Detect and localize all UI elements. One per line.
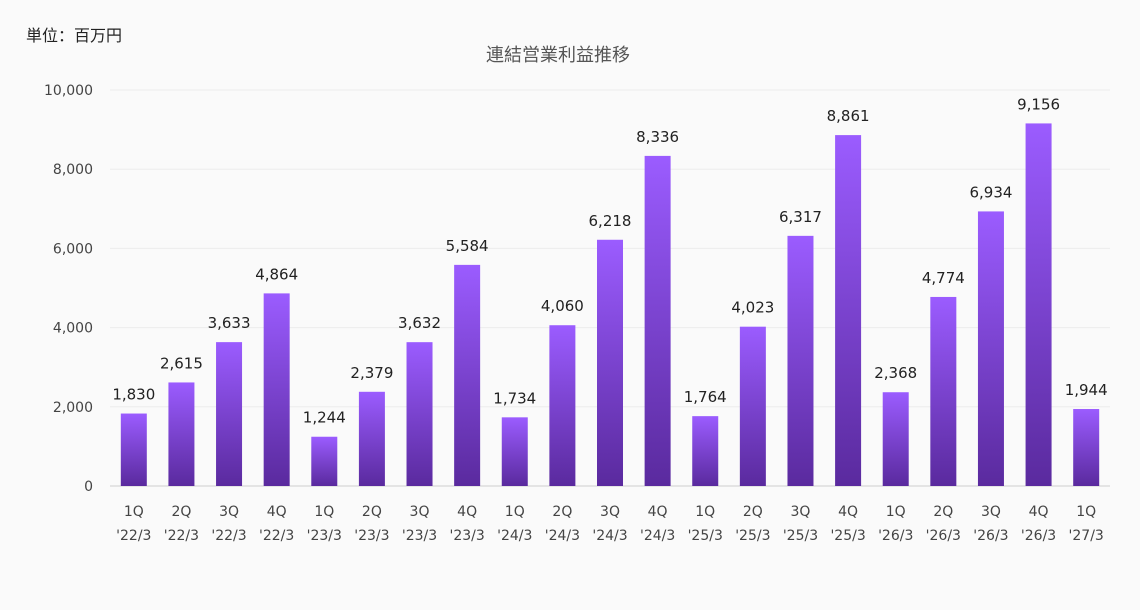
- y-tick-label: 4,000: [53, 321, 93, 337]
- bar: [406, 342, 433, 486]
- data-label: 1,734: [493, 389, 536, 407]
- data-label: 4,023: [731, 299, 774, 317]
- x-tick-quarter: 1Q: [505, 504, 525, 520]
- x-tick-fiscal-year: '25/3: [735, 528, 770, 544]
- bar: [454, 264, 481, 486]
- unit-label: 単位：百万円: [26, 26, 123, 45]
- x-tick-quarter: 1Q: [124, 504, 144, 520]
- y-tick-label: 0: [84, 479, 93, 495]
- data-labels: 1,830 2,615 3,633 4,864 1,244 2,379 3,632 5,584…: [112, 95, 1107, 426]
- bars: [120, 123, 1100, 487]
- x-tick-fiscal-year: '23/3: [402, 528, 437, 544]
- x-tick-quarter: 1Q: [314, 504, 334, 520]
- data-label: 5,584: [446, 237, 489, 255]
- data-label: 4,060: [541, 297, 584, 315]
- x-tick-fiscal-year: '22/3: [211, 528, 246, 544]
- data-label: 1,244: [303, 409, 346, 427]
- bar: [787, 235, 814, 486]
- x-tick-fiscal-year: '24/3: [545, 528, 580, 544]
- data-label: 8,861: [827, 107, 870, 125]
- x-tick-quarter: 2Q: [743, 504, 763, 520]
- x-axis-ticks: 1Q '22/3 2Q '22/3 3Q '22/3 4Q '22/3 1Q '23/3 2Q '23…: [116, 504, 1104, 544]
- data-label: 2,368: [874, 364, 917, 382]
- x-tick-quarter: 3Q: [981, 504, 1001, 520]
- x-tick-quarter: 4Q: [267, 504, 287, 520]
- x-tick-quarter: 4Q: [1029, 504, 1049, 520]
- bar: [882, 392, 909, 486]
- x-tick-fiscal-year: '26/3: [926, 528, 961, 544]
- bar: [263, 293, 290, 486]
- bar: [168, 382, 195, 486]
- bar: [977, 211, 1004, 486]
- y-tick-label: 2,000: [53, 400, 93, 416]
- x-tick-fiscal-year: '24/3: [640, 528, 675, 544]
- x-tick-fiscal-year: '22/3: [116, 528, 151, 544]
- bar: [1025, 123, 1052, 487]
- x-tick-fiscal-year: '24/3: [497, 528, 532, 544]
- x-tick-fiscal-year: '25/3: [830, 528, 865, 544]
- x-tick-quarter: 3Q: [600, 504, 620, 520]
- x-tick-quarter: 1Q: [886, 504, 906, 520]
- data-label: 1,764: [684, 388, 727, 406]
- bar: [739, 326, 766, 486]
- bar: [597, 239, 623, 486]
- data-label: 3,633: [208, 314, 251, 332]
- x-tick-quarter: 3Q: [410, 504, 430, 520]
- x-tick-quarter: 2Q: [552, 504, 572, 520]
- data-label: 4,864: [255, 265, 298, 283]
- bar: [216, 342, 243, 486]
- data-label: 6,317: [779, 208, 822, 226]
- x-tick-quarter: 2Q: [933, 504, 953, 520]
- x-tick-fiscal-year: '22/3: [164, 528, 199, 544]
- data-label: 1,830: [112, 386, 155, 404]
- x-tick-fiscal-year: '26/3: [878, 528, 913, 544]
- bar: [835, 135, 862, 486]
- data-label: 1,944: [1065, 381, 1108, 399]
- x-tick-fiscal-year: '25/3: [688, 528, 723, 544]
- x-tick-fiscal-year: '26/3: [973, 528, 1008, 544]
- x-tick-quarter: 1Q: [695, 504, 715, 520]
- y-tick-label: 10,000: [44, 83, 93, 99]
- y-tick-label: 8,000: [53, 162, 93, 178]
- data-label: 6,934: [969, 183, 1012, 201]
- x-tick-quarter: 4Q: [457, 504, 477, 520]
- bar: [930, 296, 957, 486]
- x-tick-quarter: 2Q: [362, 504, 382, 520]
- x-tick-quarter: 3Q: [791, 504, 811, 520]
- x-tick-quarter: 4Q: [838, 504, 858, 520]
- bar: [311, 436, 338, 486]
- x-tick-fiscal-year: '23/3: [307, 528, 342, 544]
- data-label: 9,156: [1017, 95, 1060, 113]
- bar: [692, 416, 719, 486]
- x-tick-quarter: 1Q: [1076, 504, 1096, 520]
- x-tick-fiscal-year: '22/3: [259, 528, 294, 544]
- data-label: 4,774: [922, 269, 965, 287]
- x-tick-quarter: 3Q: [219, 504, 239, 520]
- data-label: 8,336: [636, 128, 679, 146]
- y-tick-label: 6,000: [53, 241, 93, 257]
- data-label: 2,615: [160, 354, 203, 372]
- data-label: 3,632: [398, 314, 441, 332]
- bar: [644, 155, 671, 486]
- x-tick-fiscal-year: '26/3: [1021, 528, 1056, 544]
- x-tick-fiscal-year: '23/3: [354, 528, 389, 544]
- data-label: 2,379: [350, 364, 393, 382]
- y-axis-ticks: 0 2,000 4,000 6,000 8,000 10,000: [44, 83, 93, 495]
- chart-title: 連結営業利益推移: [486, 45, 630, 66]
- bar: [1073, 409, 1100, 486]
- x-tick-quarter: 2Q: [171, 504, 191, 520]
- x-tick-fiscal-year: '25/3: [783, 528, 818, 544]
- x-tick-fiscal-year: '27/3: [1069, 528, 1104, 544]
- bar: [501, 417, 528, 486]
- data-label: 6,218: [589, 212, 632, 230]
- bar: [549, 325, 576, 486]
- x-tick-fiscal-year: '23/3: [449, 528, 484, 544]
- x-tick-fiscal-year: '24/3: [592, 528, 627, 544]
- x-tick-quarter: 4Q: [648, 504, 668, 520]
- bar: [120, 413, 147, 486]
- bar: [358, 391, 385, 486]
